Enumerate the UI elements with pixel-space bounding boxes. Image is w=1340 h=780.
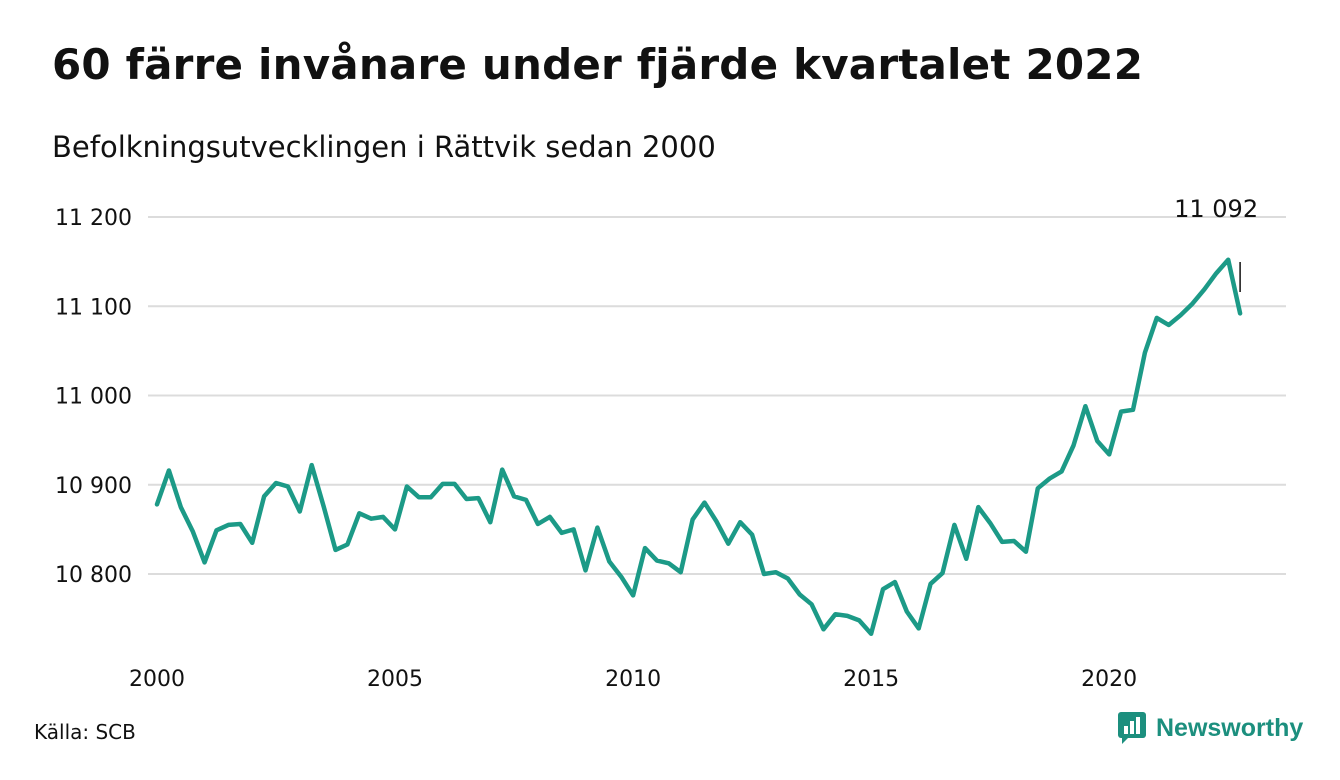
bar-chart-logo-icon [1118,712,1146,744]
chart-subtitle: Befolkningsutvecklingen i Rättvik sedan … [52,130,716,164]
x-tick-label: 2010 [605,667,661,692]
x-tick-label: 2020 [1081,667,1137,692]
gridlines [148,216,1286,575]
y-tick-label: 11 200 [55,206,132,231]
chart-title: 60 färre invånare under fjärde kvartalet… [52,40,1144,89]
y-tick-label: 10 900 [55,474,132,499]
data-series [154,257,1243,637]
brand-logo: Newsworthy [1118,712,1303,744]
annotation-label: 11 092 [1174,195,1258,223]
x-tick-label: 2000 [129,667,185,692]
annotations: 11 092 [1174,195,1258,292]
y-axis: 10 800 10 900 11 000 11 100 11 200 [55,206,132,588]
y-tick-label: 10 800 [55,563,132,588]
brand-name: Newsworthy [1156,713,1304,742]
y-tick-label: 11 000 [55,385,132,410]
x-axis: 2000 2005 2010 2015 2020 [129,667,1137,692]
x-tick-label: 2005 [367,667,423,692]
y-tick-label: 11 100 [55,295,132,320]
source-note: Källa: SCB [34,720,136,744]
series-line [154,257,1243,637]
x-tick-label: 2015 [843,667,899,692]
